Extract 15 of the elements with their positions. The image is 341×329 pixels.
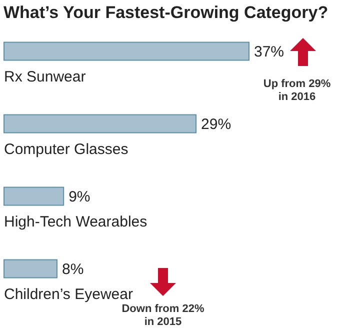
text: Up from 29% in 2016 [262, 78, 332, 104]
annotation: Down from 22% in 2015 [120, 303, 206, 329]
data-label: 37% [254, 43, 284, 60]
y-tick-label: High-Tech Wearables [4, 213, 148, 230]
bar [4, 186, 64, 206]
bar [4, 259, 58, 278]
bar [4, 42, 250, 61]
data-label: 29% [201, 116, 232, 133]
y-tick-label: Rx Sunwear [4, 68, 86, 86]
y-tick-label: Computer Glasses [4, 140, 128, 158]
data-label: 8% [62, 260, 84, 278]
bar [4, 114, 197, 134]
data-label: 9% [68, 188, 90, 206]
chart-title: What’s Your Fastest-Growing Category? [4, 3, 328, 22]
y-tick-label: Children’s Eyewear [4, 286, 133, 303]
